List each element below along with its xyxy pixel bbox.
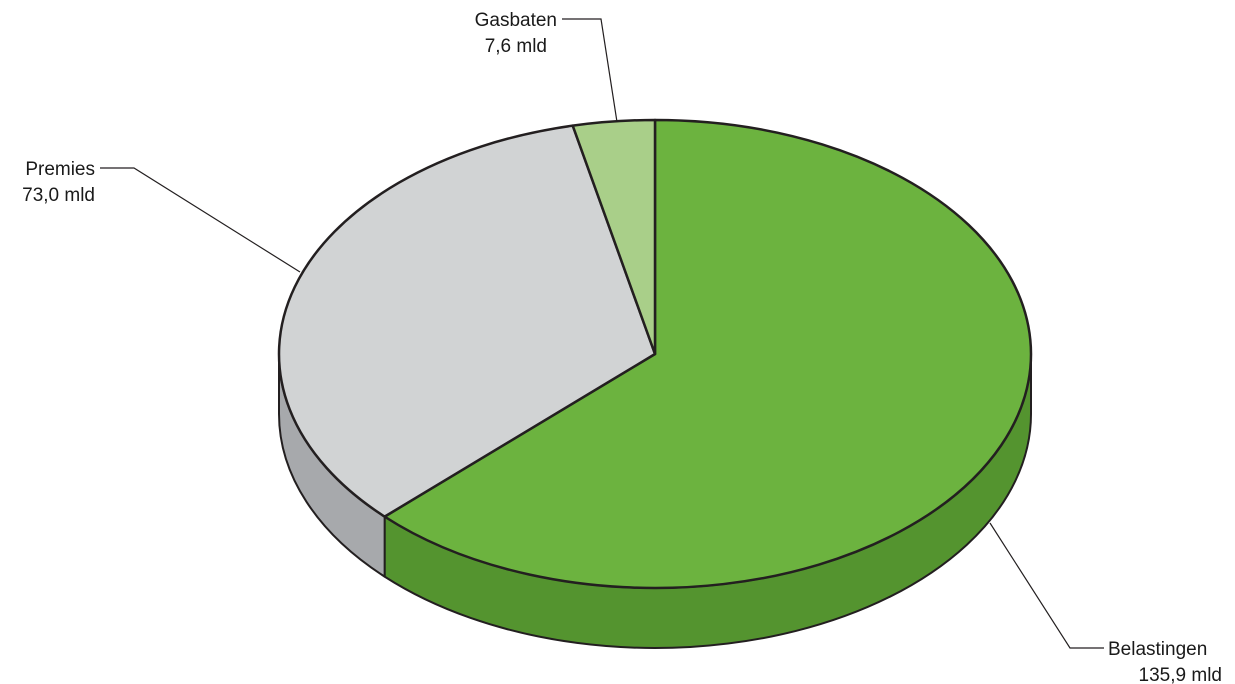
slice-label-belastingen: Belastingen <box>1108 639 1207 660</box>
slice-value-belastingen: 135,9 mld <box>1139 665 1222 684</box>
pie-slices <box>277 118 1033 590</box>
leader-line-gasbaten <box>562 18 618 123</box>
slice-belastingen <box>383 118 1033 590</box>
leader-line-premies <box>100 167 301 273</box>
slice-value-premies: 73,0 mld <box>22 185 95 206</box>
slice-labels: Belastingen 135,9 mld Premies 73,0 mld Gasba… <box>22 10 1222 684</box>
slice-label-gasbaten: Gasbaten <box>475 10 557 31</box>
slice-gasbaten <box>571 118 657 356</box>
leader-lines <box>100 18 1104 649</box>
slice-label-premies: Premies <box>25 159 95 180</box>
leader-line-belastingen <box>989 522 1104 649</box>
slice-premies <box>277 124 657 518</box>
slice-value-gasbaten: 7,6 mld <box>485 36 547 57</box>
